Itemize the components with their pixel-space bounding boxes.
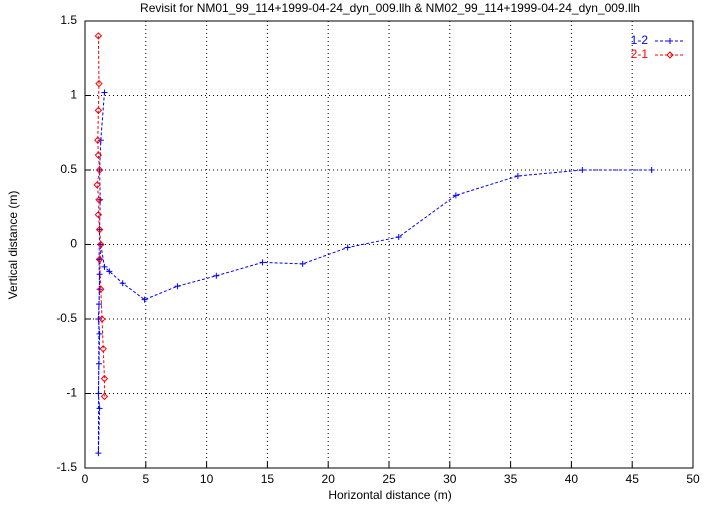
point-marker <box>259 259 266 266</box>
point-marker <box>97 285 105 293</box>
point-marker <box>95 301 102 308</box>
x-tick-label: 20 <box>322 472 336 486</box>
point-marker <box>96 330 103 337</box>
x-tick-label: 30 <box>443 472 457 486</box>
y-tick-label: 1.5 <box>60 13 77 27</box>
series-line <box>96 35 105 397</box>
point-marker <box>95 360 102 367</box>
point-marker <box>95 225 104 234</box>
point-marker <box>514 172 521 179</box>
point-marker <box>666 51 674 59</box>
point-marker <box>99 345 107 353</box>
point-marker <box>100 392 109 401</box>
point-marker <box>95 255 104 264</box>
y-tick-label: 1 <box>70 88 77 102</box>
point-marker <box>95 450 102 457</box>
point-marker <box>94 106 103 115</box>
legend-label: 1-2 <box>631 33 649 47</box>
point-marker <box>141 296 148 303</box>
point-marker <box>101 89 108 96</box>
point-marker <box>106 268 113 275</box>
point-marker <box>119 280 126 287</box>
point-marker <box>94 32 103 40</box>
x-axis-label: Horizontal distance (m) <box>328 488 451 502</box>
point-marker <box>299 260 306 267</box>
chart-title: Revisit for NM01_99_114+1999-04-24_dyn_0… <box>140 1 640 15</box>
x-tick-label: 40 <box>565 472 579 486</box>
point-marker <box>95 390 102 397</box>
point-marker <box>94 210 103 219</box>
x-tick-label: 0 <box>82 472 89 486</box>
point-marker <box>579 167 586 173</box>
point-marker <box>100 374 109 383</box>
x-tick-label: 25 <box>382 472 396 486</box>
point-marker <box>94 151 103 159</box>
point-marker <box>94 136 102 144</box>
y-tick-label: -1.5 <box>56 460 77 474</box>
y-tick-label: 0.5 <box>60 162 77 176</box>
point-marker <box>96 271 103 278</box>
point-marker <box>96 405 103 412</box>
point-marker <box>395 234 402 241</box>
x-tick-label: 15 <box>261 472 275 486</box>
y-tick-label: -0.5 <box>56 311 77 325</box>
x-tick-label: 45 <box>626 472 640 486</box>
y-axis-label: Vertical distance (m) <box>6 191 20 300</box>
y-tick-label: -1 <box>66 386 77 400</box>
point-marker <box>95 196 103 204</box>
y-tick-label: 0 <box>70 237 77 251</box>
point-marker <box>95 166 104 174</box>
x-tick-label: 50 <box>686 472 700 486</box>
series-line <box>97 92 652 454</box>
x-tick-label: 10 <box>200 472 214 486</box>
point-marker <box>98 315 106 323</box>
point-marker <box>667 38 673 44</box>
point-marker <box>344 244 351 251</box>
x-tick-label: 35 <box>504 472 518 486</box>
point-marker <box>452 192 459 199</box>
legend-label: 2-1 <box>631 47 649 61</box>
point-marker <box>174 283 181 290</box>
point-marker <box>213 272 220 279</box>
point-marker <box>93 181 101 189</box>
point-marker <box>101 263 108 270</box>
point-marker <box>97 240 105 249</box>
point-marker <box>648 167 655 173</box>
x-tick-label: 5 <box>142 472 149 486</box>
point-marker <box>95 79 103 88</box>
